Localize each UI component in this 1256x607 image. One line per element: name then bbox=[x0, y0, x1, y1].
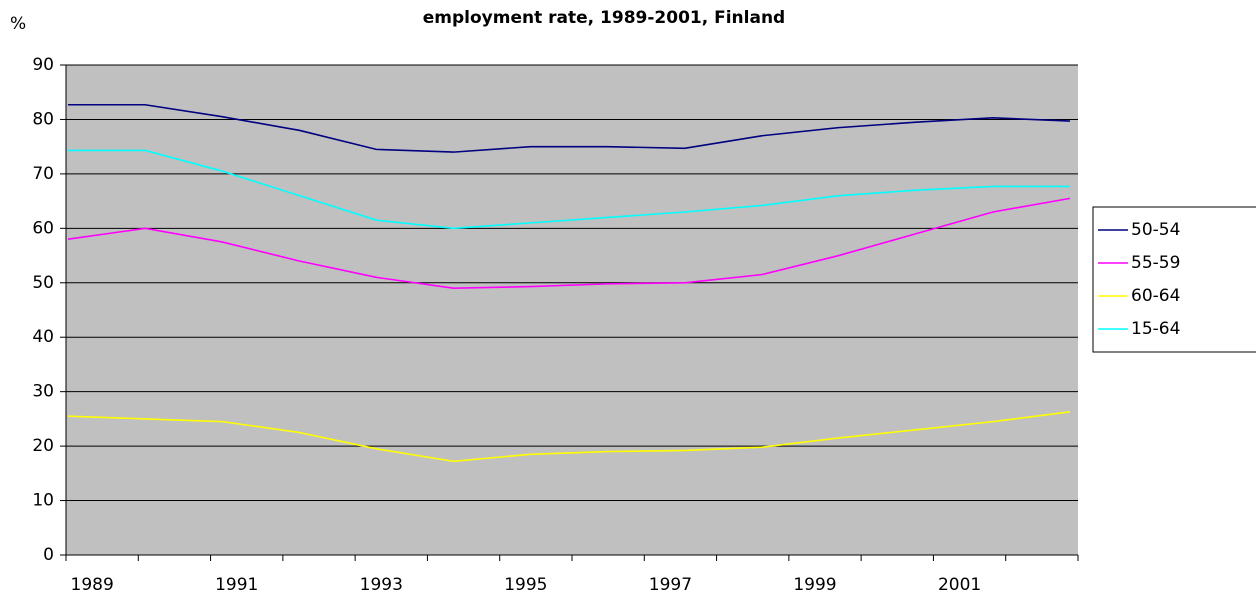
legend-label: 60-64 bbox=[1131, 286, 1180, 306]
plot-area bbox=[66, 65, 1078, 555]
y-tick-label: 60 bbox=[32, 218, 54, 238]
series-line bbox=[68, 149, 1070, 230]
chart-title: employment rate, 1989-2001, Finland bbox=[423, 8, 785, 28]
y-axis-label: % bbox=[10, 14, 26, 34]
x-tick-label: 1999 bbox=[793, 575, 836, 595]
legend bbox=[1092, 206, 1256, 353]
y-tick-label: 90 bbox=[32, 55, 54, 75]
y-tick-label: 20 bbox=[32, 436, 54, 456]
x-tick-label: 1997 bbox=[649, 575, 692, 595]
y-tick-label: 10 bbox=[32, 491, 54, 511]
x-tick-label: 1993 bbox=[360, 575, 403, 595]
y-tick-label: 0 bbox=[43, 545, 54, 565]
x-tick-label: 1991 bbox=[215, 575, 258, 595]
y-tick-label: 80 bbox=[32, 109, 54, 129]
x-tick-label: 1989 bbox=[71, 575, 114, 595]
legend-label: 15-64 bbox=[1131, 319, 1180, 339]
y-tick-label: 70 bbox=[32, 164, 54, 184]
x-tick-label: 2001 bbox=[938, 575, 981, 595]
y-tick-label: 40 bbox=[32, 327, 54, 347]
y-tick-label: 30 bbox=[32, 382, 54, 402]
y-tick-label: 50 bbox=[32, 273, 54, 293]
x-tick-label: 1995 bbox=[504, 575, 547, 595]
series-line bbox=[67, 411, 1071, 463]
legend-label: 50-54 bbox=[1131, 220, 1180, 240]
series-line bbox=[68, 103, 1071, 153]
legend-label: 55-59 bbox=[1131, 253, 1180, 273]
series-line bbox=[67, 197, 1071, 290]
